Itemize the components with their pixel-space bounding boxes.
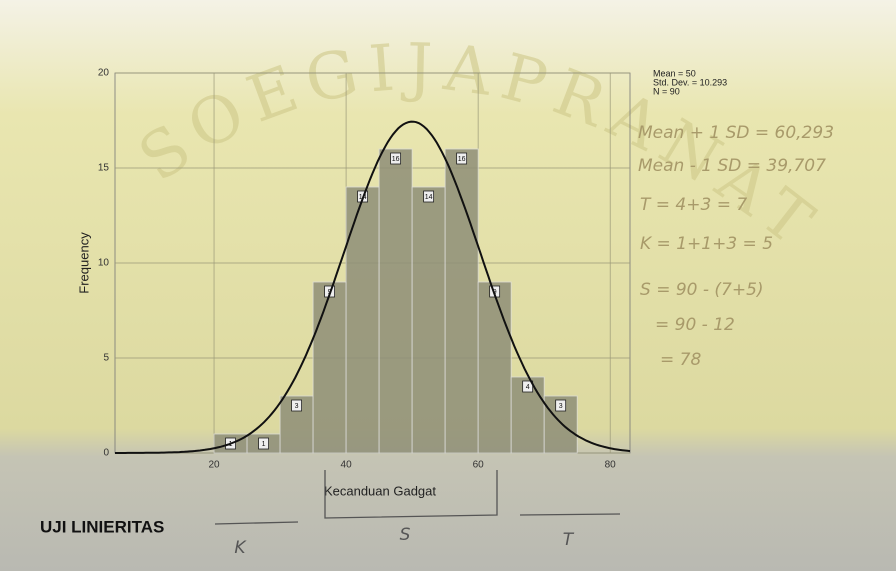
value-label: 16 <box>392 156 400 163</box>
value-label-box <box>522 380 534 393</box>
x-tick-label: 20 <box>208 460 220 471</box>
value-label: 3 <box>295 403 299 410</box>
handwritten-note: T = 4+3 = 7 <box>640 195 747 215</box>
heading: UJI LINIERITAS <box>40 517 164 536</box>
group-label: S <box>400 525 411 545</box>
x-tick-label: 80 <box>605 460 617 471</box>
value-label: 16 <box>458 156 466 163</box>
value-label: 3 <box>559 403 563 410</box>
handwritten-note: K = 1+1+3 = 5 <box>640 234 773 254</box>
x-axis-label: Kecanduan Gadgat <box>324 483 436 498</box>
stat-label: Mean = 50 <box>653 68 696 78</box>
value-label-box <box>423 190 435 203</box>
y-tick-label: 20 <box>98 68 110 79</box>
value-label: 14 <box>425 194 433 201</box>
bar <box>378 148 413 454</box>
bar <box>345 186 380 454</box>
handwritten-note: Mean + 1 SD = 60,293 <box>638 123 834 143</box>
group-label: T <box>563 530 575 550</box>
y-tick-label: 5 <box>103 353 109 364</box>
value-label-box <box>258 437 269 450</box>
stat-label: Std. Dev. = 10.293 <box>653 77 727 87</box>
value-label-box <box>390 152 402 165</box>
value-label: 1 <box>262 441 266 448</box>
value-label-box <box>291 399 302 412</box>
value-label-box <box>456 152 468 165</box>
value-label: 4 <box>526 384 530 391</box>
bar <box>411 186 446 454</box>
handwritten-note: Mean - 1 SD = 39,707 <box>638 156 826 176</box>
bar <box>477 281 512 454</box>
group-label: K <box>234 538 247 558</box>
bar <box>543 395 578 454</box>
y-tick-label: 15 <box>98 163 110 174</box>
handwritten-note: = 90 - 12 <box>655 315 735 335</box>
y-axis-label: Frequency <box>76 232 91 294</box>
value-label-box <box>555 399 567 412</box>
normal-curve <box>115 120 631 454</box>
annotation-brackets <box>214 470 621 525</box>
y-tick-label: 0 <box>103 448 109 459</box>
handwritten-note: S = 90 - (7+5) <box>640 280 764 300</box>
x-tick-label: 60 <box>473 460 485 471</box>
x-tick-label: 40 <box>341 460 353 471</box>
handwritten-note: = 78 <box>660 350 701 370</box>
bar <box>444 148 479 454</box>
y-tick-label: 10 <box>98 258 110 269</box>
stat-label: N = 90 <box>653 86 680 96</box>
bar <box>312 281 347 454</box>
